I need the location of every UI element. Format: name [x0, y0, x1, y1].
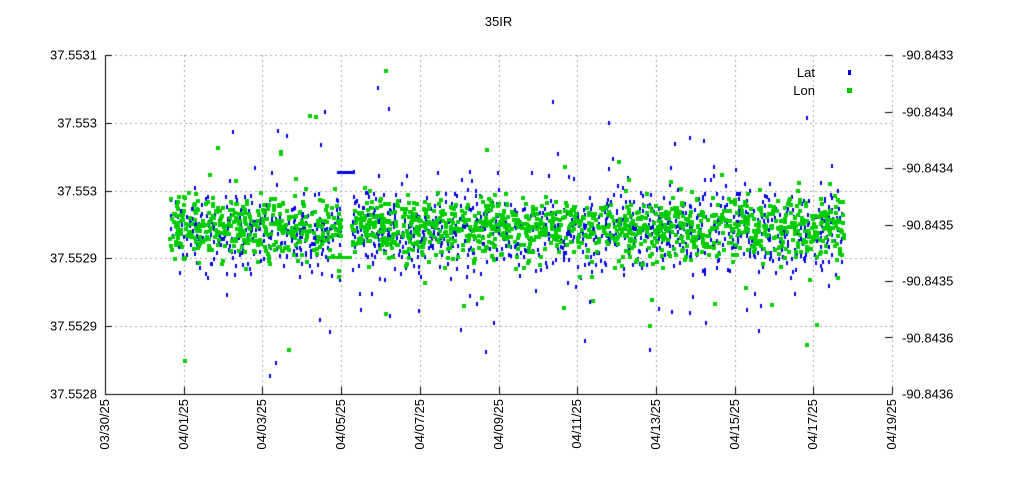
y-right-tick-label: -90.8434 [902, 104, 954, 119]
y-right-tick-label: -90.8436 [902, 330, 954, 345]
x-tick-label: 04/19/25 [884, 399, 899, 450]
y-left-tick-label: 37.5529 [50, 250, 97, 266]
legend-marker-lat-icon [848, 70, 851, 75]
y-left-tick-label: 37.553 [57, 183, 97, 199]
y-right-tick-label: -90.8435 [902, 217, 954, 232]
x-tick-label: 03/30/25 [97, 399, 112, 450]
x-tick-label: 04/17/25 [805, 399, 821, 450]
y-right-tick-label: -90.8434 [902, 160, 954, 176]
y-right-tick-label: -90.8435 [902, 273, 954, 289]
chart-title: 35IR [484, 14, 513, 29]
y-right-tick-label: -90.8436 [902, 386, 954, 402]
x-tick-label: 04/05/25 [333, 399, 349, 450]
y-left-tick-label: 37.5529 [50, 318, 97, 334]
legend-label-lon: Lon [793, 83, 815, 98]
x-tick-label: 04/15/25 [726, 399, 742, 450]
x-tick-label: 04/07/25 [411, 399, 427, 450]
y-left-tick-label: 37.5531 [50, 47, 97, 63]
x-tick-label: 04/11/25 [569, 399, 585, 449]
y-left-tick-label: 37.5528 [50, 386, 97, 402]
legend-marker-lon-icon [847, 88, 852, 93]
x-tick-label: 04/03/25 [254, 399, 270, 450]
legend-label-lat: Lat [796, 65, 815, 80]
x-tick-label: 04/01/25 [175, 399, 191, 450]
y-right-tick-label: -90.8433 [902, 47, 954, 63]
y-left-tick-label: 37.553 [57, 115, 97, 131]
x-tick-label: 04/13/25 [647, 399, 663, 450]
x-tick-label: 04/09/25 [490, 399, 506, 450]
